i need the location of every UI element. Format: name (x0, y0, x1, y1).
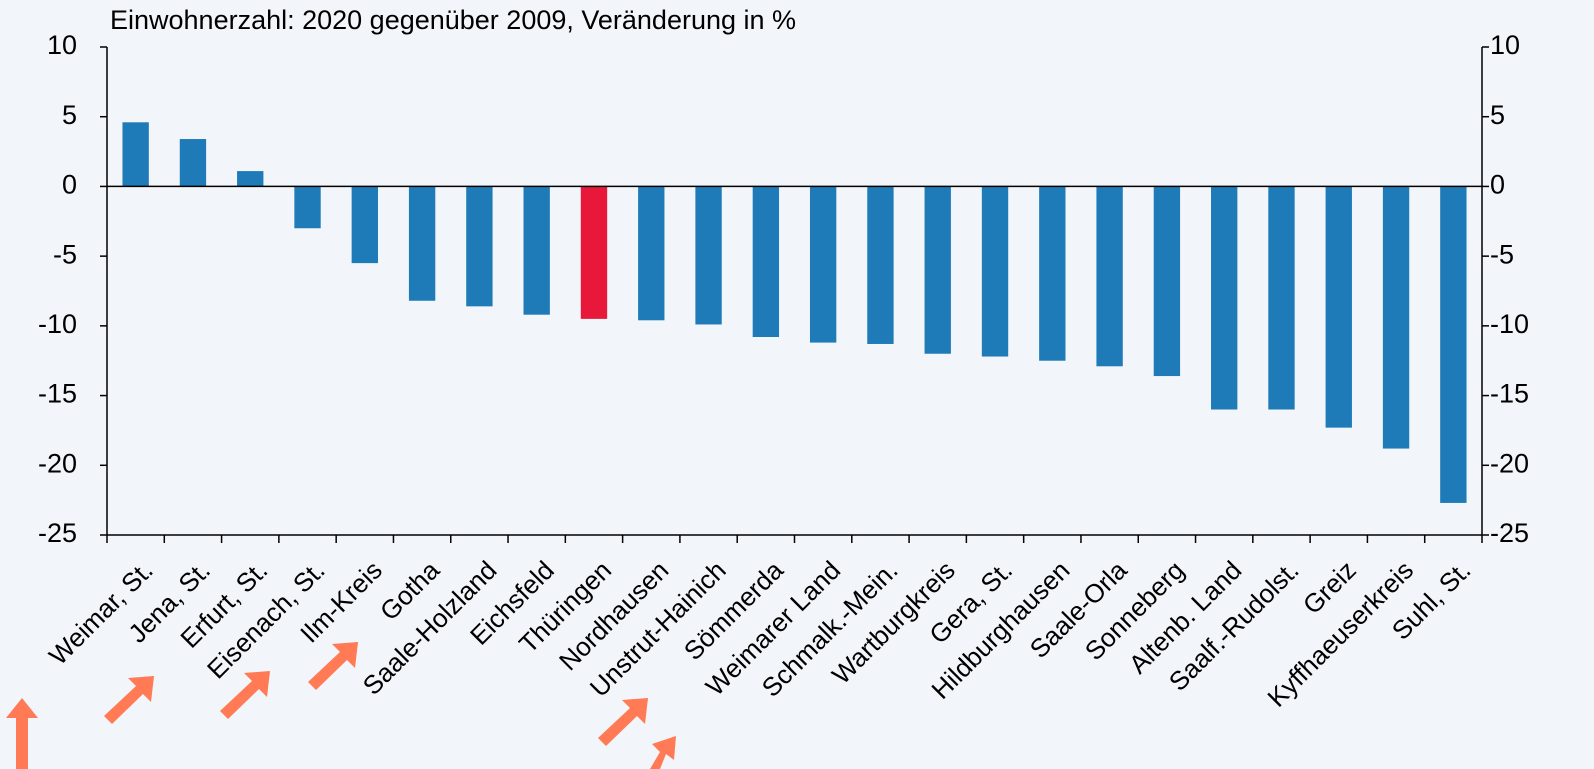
chart-title: Einwohnerzahl: 2020 gegenüber 2009, Verä… (110, 5, 796, 35)
bar (809, 186, 837, 343)
y-tick-label: -25 (38, 518, 77, 548)
arrow (650, 736, 676, 769)
y2-tick-label: 0 (1490, 170, 1505, 200)
y-tick-label: 10 (47, 30, 77, 60)
y2-tick-label: -5 (1490, 239, 1514, 269)
y2-tick-label: 10 (1490, 30, 1520, 60)
bar (237, 171, 264, 187)
y-tick-label: -10 (38, 309, 77, 339)
bar (981, 186, 1009, 357)
y-tick-label: -20 (38, 448, 77, 478)
y-tick-label: -15 (38, 379, 77, 409)
bar (695, 186, 722, 325)
y2-tick-label: -20 (1490, 448, 1529, 478)
bar (408, 186, 436, 301)
arrow (6, 698, 38, 769)
bar (1382, 186, 1410, 449)
bar (1096, 186, 1123, 367)
arrow (308, 642, 358, 690)
bar (294, 186, 321, 229)
bar (523, 186, 550, 315)
y-tick-label: 0 (62, 170, 77, 200)
y2-tick-label: 5 (1490, 100, 1505, 130)
y2-tick-label: -15 (1490, 379, 1529, 409)
bar (924, 186, 951, 354)
bar (638, 186, 665, 321)
bar (122, 122, 149, 187)
arrow (220, 671, 270, 719)
bar (1211, 186, 1238, 410)
bar (351, 186, 378, 264)
bar (1268, 186, 1295, 410)
y2-tick-label: -10 (1490, 309, 1529, 339)
bar (867, 186, 894, 344)
y-tick-label: 5 (62, 100, 77, 130)
bar (1325, 186, 1352, 428)
bar (1039, 186, 1066, 361)
arrow (104, 676, 154, 724)
bar (752, 186, 780, 338)
bar (466, 186, 493, 307)
bar (580, 186, 608, 319)
annotation-arrows (6, 642, 676, 769)
bar (179, 139, 207, 187)
y2-tick-label: -25 (1490, 518, 1529, 548)
bar (1153, 186, 1181, 377)
arrow (598, 698, 648, 746)
bar (1440, 186, 1467, 503)
y-tick-label: -5 (53, 239, 77, 269)
